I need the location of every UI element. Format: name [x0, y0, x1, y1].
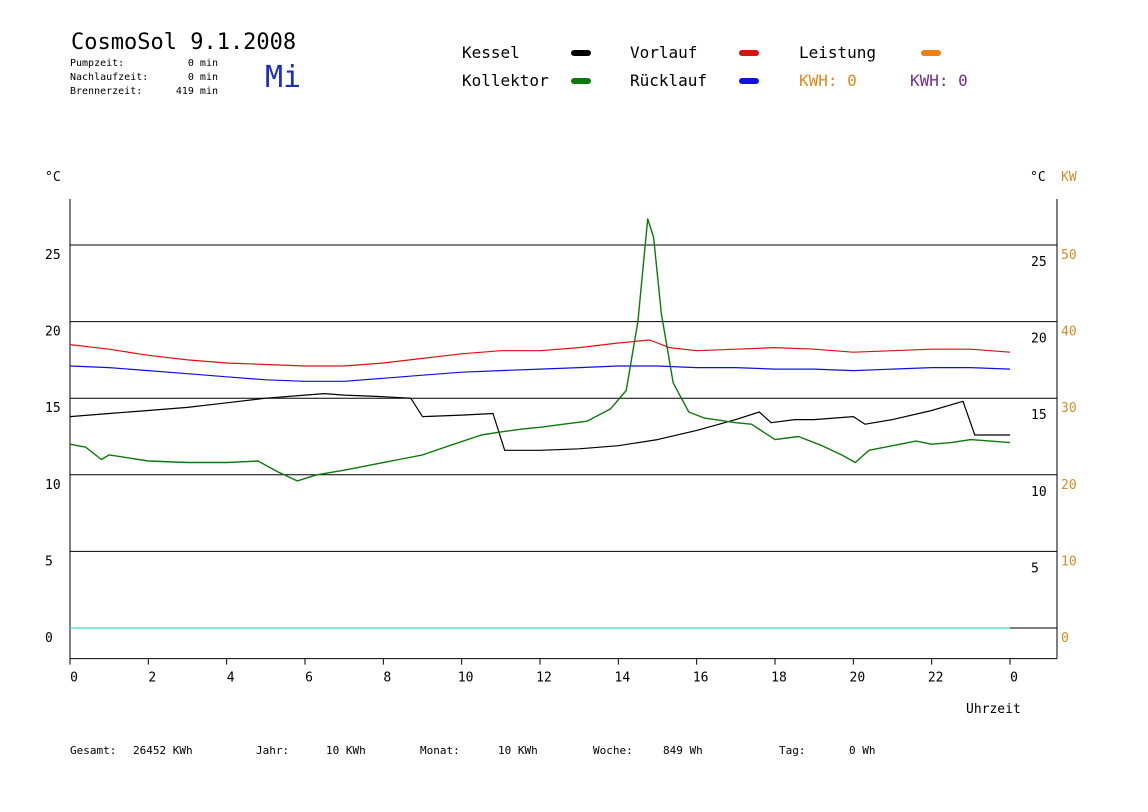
x-tick-label: 2	[148, 671, 156, 686]
kwh-orange-label: KWH: 0	[799, 71, 857, 90]
x-tick-label: 6	[305, 671, 313, 686]
monat-value: 10 KWh	[498, 744, 538, 757]
y-right-kw-tick-label: 20	[1061, 478, 1077, 493]
legend-ruecklauf-label: Rücklauf	[630, 71, 708, 90]
series-kessel	[69, 393, 1010, 451]
series-ruecklauf	[69, 365, 1011, 382]
x-axis-label: Uhrzeit	[966, 702, 1021, 717]
tag-label: Tag:	[779, 744, 806, 757]
pumpzeit-label: Pumpzeit:	[70, 58, 125, 69]
woche-value: 849 Wh	[663, 744, 703, 757]
series-group	[69, 218, 1011, 629]
y-right-kw-tick-label: 40	[1061, 325, 1077, 340]
y-right-c-tick-label: 15	[1031, 408, 1047, 423]
brennerzeit-label: Brennerzeit:	[70, 86, 143, 97]
tag-value: 0 Wh	[849, 744, 876, 757]
y-right-kw-tick-label: 10	[1061, 554, 1077, 569]
y-left-tick-label: 5	[45, 554, 53, 569]
legend-vorlauf-swatch	[739, 50, 759, 56]
x-tick-label: 10	[458, 671, 474, 686]
monat-label: Monat:	[420, 744, 460, 757]
y-left-tick-label: 20	[45, 325, 61, 340]
x-tick-label: 12	[536, 671, 552, 686]
left-axis-unit: °C	[45, 170, 61, 185]
nachlaufzeit-value: 0 min	[187, 72, 218, 83]
x-tick-label: 18	[771, 671, 787, 686]
nachlaufzeit-label: Nachlaufzeit:	[70, 72, 149, 83]
y-right-c-tick-label: 20	[1031, 332, 1047, 347]
right-axis-unit-kw: KW	[1061, 170, 1077, 185]
y-right-c-tick-label: 10	[1031, 485, 1047, 500]
legend-ruecklauf-swatch	[739, 78, 759, 84]
legend-kollektor-swatch	[571, 78, 591, 84]
x-tick-label: 20	[850, 671, 866, 686]
chart-title: CosmoSol 9.1.2008	[71, 30, 297, 55]
y-right-kw-tick-label: 0	[1061, 631, 1069, 646]
x-tick-label: 8	[383, 671, 391, 686]
legend-kollektor-label: Kollektor	[462, 71, 549, 90]
series-kollektor	[69, 218, 1011, 482]
y-right-c-tick-label: 5	[1031, 561, 1039, 576]
series-vorlauf	[69, 339, 1011, 367]
x-tick-label: 0	[1010, 671, 1018, 686]
kwh-purple-label: KWH: 0	[910, 71, 968, 90]
y-left-tick-label: 0	[45, 631, 53, 646]
y-right-kw-tick-label: 50	[1061, 248, 1077, 263]
brennerzeit-value: 419 min	[175, 86, 218, 97]
weekday-label: Mi	[265, 60, 302, 95]
y-left-tick-label: 15	[45, 401, 61, 416]
x-tick-label: 0	[70, 671, 78, 686]
legend-leistung-label: Leistung	[799, 43, 877, 62]
y-left-tick-label: 25	[45, 248, 61, 263]
woche-label: Woche:	[593, 744, 633, 757]
gesamt-value: 26452 KWh	[133, 744, 193, 757]
y-left-tick-label: 10	[45, 478, 61, 493]
legend-kessel-swatch	[571, 50, 591, 56]
grid-lines	[69, 199, 1058, 665]
x-tick-label: 22	[928, 671, 944, 686]
x-tick-label: 14	[615, 671, 631, 686]
legend-vorlauf-label: Vorlauf	[630, 43, 698, 62]
tick-labels: 0 2 4 6 8 10 12 14 16 18 20 22 0 0 5 10 15 20 25 5 10 15 20 25 0…	[45, 248, 1077, 686]
pumpzeit-value: 0 min	[187, 58, 218, 69]
jahr-label: Jahr:	[256, 744, 290, 757]
x-tick-label: 4	[227, 671, 235, 686]
legend-leistung-swatch	[921, 50, 941, 56]
y-right-c-tick-label: 25	[1031, 255, 1047, 270]
gesamt-label: Gesamt:	[70, 744, 117, 757]
legend-kessel-label: Kessel	[462, 43, 520, 62]
jahr-value: 10 KWh	[326, 744, 366, 757]
x-tick-label: 16	[693, 671, 709, 686]
y-right-kw-tick-label: 30	[1061, 401, 1077, 416]
right-axis-unit-celsius: °C	[1030, 170, 1046, 185]
